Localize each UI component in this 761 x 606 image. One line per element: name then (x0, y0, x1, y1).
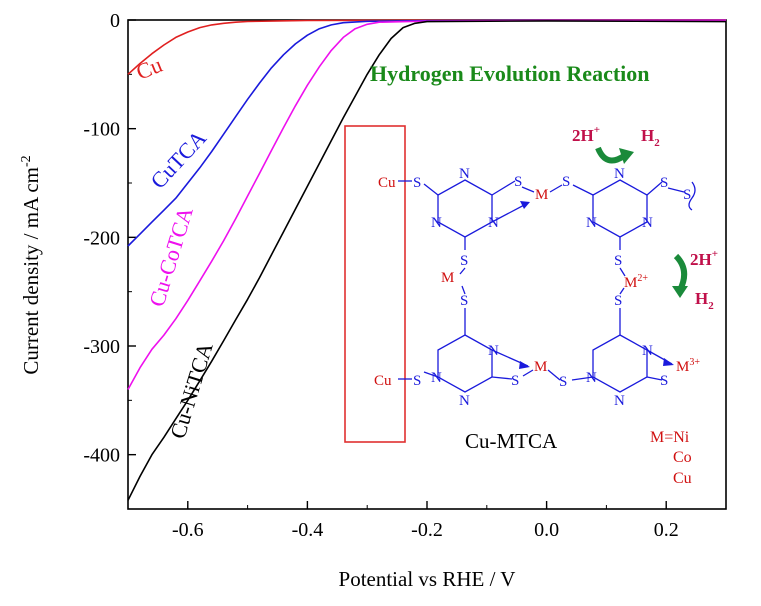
series-layer (127, 19, 727, 501)
x-axis-title: Potential vs RHE / V (339, 567, 516, 591)
arrow-head-icon-right (672, 286, 688, 298)
y-tick-label: -100 (83, 119, 120, 141)
reaction-right: 2H+ H2 (672, 248, 718, 312)
y-axis-title-group: Current density / mA cm-2 (19, 155, 43, 374)
y-tick-label: -400 (83, 445, 120, 467)
n-label: N (586, 370, 597, 386)
x-tick-label: -0.2 (411, 519, 443, 541)
s-label: S (460, 293, 468, 309)
her-title: Hydrogen Evolution Reaction (370, 61, 650, 86)
n-label: N (431, 370, 442, 386)
x-tick-label: -0.4 (292, 519, 324, 541)
s-label: S (511, 373, 519, 389)
series-label-cunitca: Cu-NiTCA (165, 339, 218, 441)
cu-label-top: Cu (378, 175, 396, 191)
coord-arrow-head-1 (520, 201, 530, 209)
n-label: N (586, 215, 597, 231)
m-label: M (441, 270, 454, 286)
m-label: M (535, 187, 548, 203)
y-tick-label: -200 (83, 227, 120, 249)
h-plus-right: 2H+ (690, 248, 718, 269)
y-tick-label: 0 (110, 10, 120, 32)
n-label: N (488, 343, 499, 359)
s-label: S (614, 293, 622, 309)
curved-arrow-icon-right (673, 253, 688, 292)
m3-label: M3+ (676, 357, 700, 375)
metal-key-cu: Cu (673, 470, 692, 487)
coord-arrow-head-3 (663, 358, 674, 366)
metal-key-ni: M=Ni (650, 429, 690, 446)
s-label: S (683, 187, 691, 203)
s-label: S (614, 253, 622, 269)
n-label: N (459, 393, 470, 409)
s-label: S (660, 175, 668, 191)
coord-arrow-head-2 (519, 361, 530, 369)
s-label: S (562, 174, 570, 190)
series-line-cutca (127, 19, 727, 247)
y-axis-ticks: 0 -100 -200 -300 -400 (83, 10, 136, 510)
s-label: S (413, 373, 421, 389)
y-tick-label: -300 (83, 336, 120, 358)
n-label: N (614, 166, 625, 182)
series-label-cu: Cu (133, 52, 166, 85)
m2-label: M2+ (624, 273, 648, 291)
series-label-cucotca: Cu-CoTCA (144, 204, 198, 310)
reaction-top: 2H+ H2 (572, 124, 660, 164)
curved-arrow-icon (595, 146, 626, 164)
series-line-cu (127, 19, 727, 75)
s-label: S (660, 373, 668, 389)
h2-top: H2 (641, 126, 660, 149)
series-line-cu-cotca (127, 19, 727, 390)
s-label: S (559, 374, 567, 390)
series-line-cu-nitca (127, 20, 727, 501)
n-label: N (459, 166, 470, 182)
s-label: S (413, 175, 421, 191)
h2-right: H2 (695, 289, 714, 312)
cu-label-bottom: Cu (374, 373, 392, 389)
n-label: N (614, 393, 625, 409)
arrow-head-icon (619, 148, 634, 164)
series-label-cutca: CuTCA (145, 125, 211, 193)
x-tick-label: 0.0 (534, 519, 559, 541)
h-plus-top: 2H+ (572, 124, 600, 145)
s-label: S (460, 253, 468, 269)
n-label: N (488, 215, 499, 231)
x-tick-label: -0.6 (172, 519, 204, 541)
y-axis-title: Current density / mA cm-2 (19, 155, 43, 374)
metal-key-co: Co (673, 449, 692, 466)
y-axis-title-sup: -2 (19, 155, 34, 167)
structure-labels: Cu S N N N S M S N N N S S S S M M2+ S S… (374, 166, 700, 409)
n-label: N (431, 215, 442, 231)
x-tick-label: 0.2 (654, 519, 679, 541)
n-label: N (642, 343, 653, 359)
mtca-label: Cu-MTCA (465, 429, 558, 453)
highlight-box (344, 125, 406, 443)
m-label: M (534, 359, 547, 375)
plot-frame (127, 19, 727, 510)
n-label: N (642, 215, 653, 231)
x-axis-ticks: -0.6 -0.4 -0.2 0.0 0.2 (127, 501, 727, 541)
s-label: S (514, 174, 522, 190)
